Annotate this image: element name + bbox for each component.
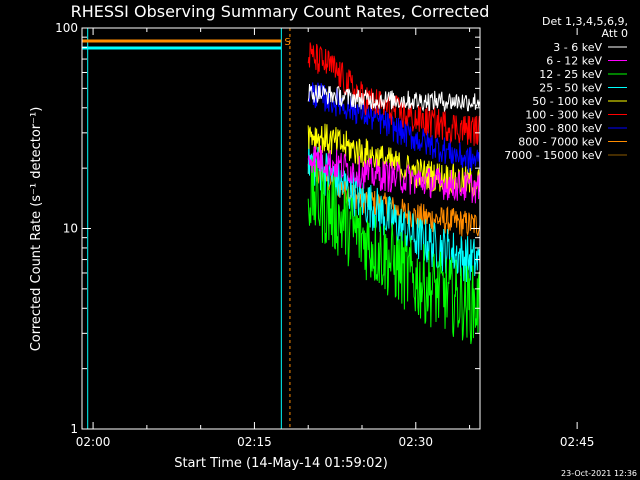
chart-title: RHESSI Observing Summary Count Rates, Co…: [71, 2, 490, 21]
legend-entry-label: 6 - 12 keV: [546, 55, 602, 68]
legend-title-line-1: Det 1,3,4,5,6,9,: [542, 15, 628, 28]
x-tick-label: 02:30: [398, 435, 433, 449]
legend-entry-label: 300 - 800 keV: [525, 122, 602, 135]
legend-entry-label: 12 - 25 keV: [539, 68, 602, 81]
series-line: [307, 155, 480, 237]
x-tick-label: 02:15: [237, 435, 272, 449]
legend-entry-label: 50 - 100 keV: [532, 95, 602, 108]
series-line: [307, 82, 480, 173]
y-tick-label: 1: [70, 422, 78, 436]
saa-flag-label: S: [284, 37, 290, 48]
x-axis-label: Start Time (14-May-14 01:59:02): [174, 456, 388, 471]
legend-entry-label: 800 - 7000 keV: [518, 136, 602, 149]
series-line: [307, 157, 480, 345]
legend-entry-label: 100 - 300 keV: [525, 109, 602, 122]
y-axis: 1 10 100: [55, 21, 480, 436]
x-tick-label: 02:45: [560, 435, 595, 449]
x-tick-label: 02:00: [76, 435, 111, 449]
legend-title-line-2: Att 0: [602, 27, 628, 40]
y-axis-label: Corrected Count Rate (s⁻¹ detector⁻¹): [29, 107, 44, 352]
legend-entry-label: 7000 - 15000 keV: [504, 149, 602, 162]
legend-entry-label: 3 - 6 keV: [553, 41, 602, 54]
footer-timestamp: 23-Oct-2021 12:36: [561, 469, 637, 478]
series-line: [307, 123, 480, 198]
legend-entry-label: 25 - 50 keV: [539, 82, 602, 95]
series-line: [307, 145, 480, 204]
y-tick-label: 10: [63, 222, 78, 236]
series-line: [307, 42, 480, 146]
y-tick-label: 100: [55, 21, 78, 35]
plot-area: S: [82, 28, 480, 429]
series-line: [307, 83, 480, 113]
